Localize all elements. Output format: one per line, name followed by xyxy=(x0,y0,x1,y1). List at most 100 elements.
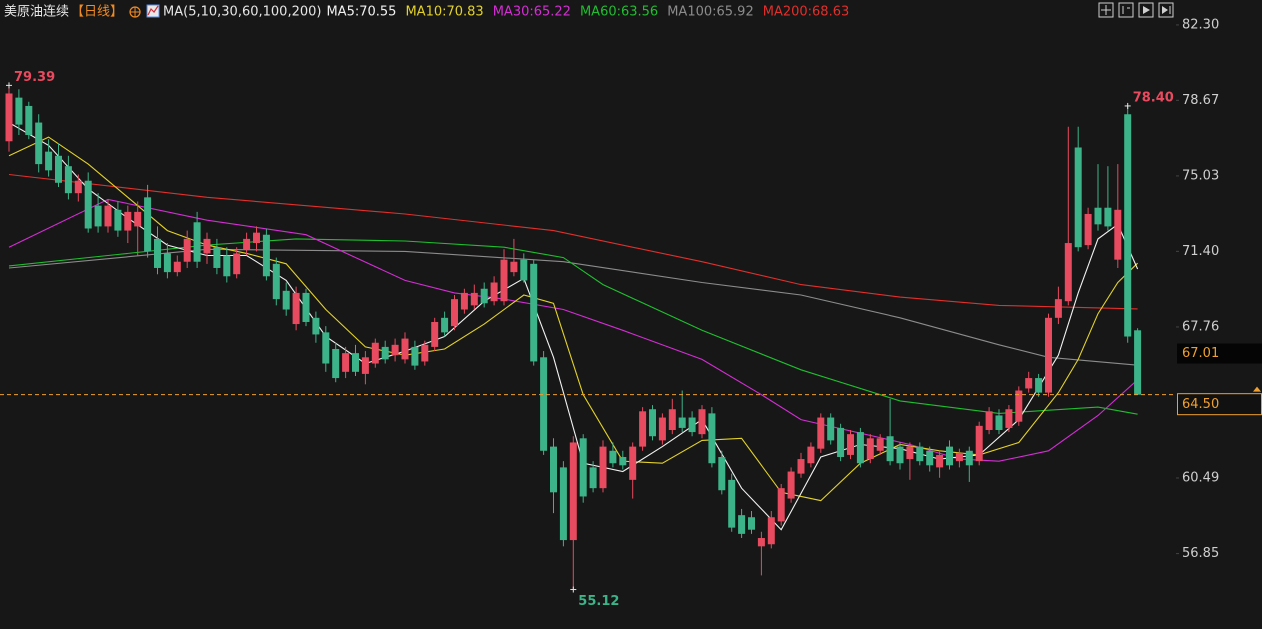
candle-body xyxy=(5,93,13,142)
candle-body xyxy=(134,211,142,227)
candle-body xyxy=(658,417,666,441)
candle-body xyxy=(203,238,211,254)
candle-body xyxy=(431,321,439,347)
tool-next[interactable] xyxy=(1158,2,1174,18)
candle-body xyxy=(441,317,449,333)
candle-body xyxy=(94,205,102,227)
candle-body xyxy=(817,417,825,449)
candle-body xyxy=(213,247,221,268)
ma-line xyxy=(8,136,1138,502)
candle-body xyxy=(183,238,191,262)
extreme-label: 78.40 xyxy=(1133,90,1174,105)
tool-play[interactable] xyxy=(1138,2,1154,18)
candle-body xyxy=(35,122,43,165)
last-price-arrow xyxy=(1253,386,1261,392)
candle-body xyxy=(946,446,953,466)
candle-body xyxy=(1054,299,1062,318)
period-label: 【日线】 xyxy=(71,5,123,20)
candle-body xyxy=(173,261,181,273)
candle-body xyxy=(490,282,498,302)
candle-body xyxy=(649,409,656,437)
candle-body xyxy=(124,211,132,231)
candle-body xyxy=(520,259,528,281)
candle-body xyxy=(312,317,320,335)
candle-body xyxy=(64,166,72,194)
candle-body xyxy=(609,450,617,464)
price-tag-label: 67.01 xyxy=(1182,346,1219,361)
candle-body xyxy=(559,467,567,541)
candle-body xyxy=(1005,409,1013,428)
tool-play-glyph xyxy=(1143,6,1150,14)
y-tick-label: 56.85 xyxy=(1182,546,1219,561)
candle-body xyxy=(916,446,924,462)
candle-body xyxy=(995,415,1003,430)
candle-body xyxy=(639,411,647,447)
candle-body xyxy=(1025,378,1033,389)
candle-body xyxy=(847,434,854,455)
candle-body xyxy=(1134,330,1142,395)
candle-body xyxy=(15,97,23,125)
candle-body xyxy=(401,338,409,360)
candle-body xyxy=(856,432,864,464)
candle-body xyxy=(748,517,755,530)
candle-body xyxy=(975,425,983,462)
candle-body xyxy=(332,348,340,379)
candle-body xyxy=(282,290,290,310)
candle-body xyxy=(1104,207,1112,227)
candle-body xyxy=(411,346,419,366)
candle-body xyxy=(361,357,369,374)
candle-body xyxy=(451,299,458,327)
candle-body xyxy=(163,253,171,273)
last-price-label: 64.50 xyxy=(1182,397,1219,412)
candle-body xyxy=(688,417,696,433)
candle-body xyxy=(530,263,538,362)
candle-body xyxy=(589,467,597,489)
candle-body xyxy=(728,479,736,528)
candle-body xyxy=(540,357,548,451)
candle-body xyxy=(777,488,785,522)
candle-body xyxy=(25,105,33,136)
candle-body xyxy=(371,342,379,364)
legend-entry: MA10:70.83 xyxy=(405,5,483,20)
candle-body xyxy=(807,446,815,464)
candle-body xyxy=(302,292,310,322)
candle-body xyxy=(1045,317,1052,393)
legend-entry: MA60:63.56 xyxy=(580,5,658,20)
candle-body xyxy=(985,411,993,430)
tool-draw[interactable] xyxy=(1118,2,1134,18)
candle-body xyxy=(738,515,746,534)
candle-body xyxy=(45,151,53,171)
candle-body xyxy=(599,446,607,489)
candle-body xyxy=(154,238,161,268)
indicator-icon-line xyxy=(147,5,159,16)
candle-body xyxy=(352,353,359,372)
symbol-title: 美原油连续 xyxy=(4,4,69,20)
candle-body xyxy=(193,222,201,262)
candle-body xyxy=(579,438,587,497)
candle-body xyxy=(965,450,973,466)
candle-body xyxy=(866,438,874,460)
extreme-label: 79.39 xyxy=(14,70,55,85)
candle-body xyxy=(253,232,260,244)
candle-body xyxy=(619,457,627,466)
y-tick-label: 60.49 xyxy=(1182,470,1219,485)
candle-body xyxy=(926,450,934,466)
candle-body xyxy=(391,344,399,356)
candle-body xyxy=(767,517,775,545)
candle-body xyxy=(718,457,726,491)
legend-entry: MA200:68.63 xyxy=(763,5,850,20)
candle-body xyxy=(906,446,914,460)
candle-body xyxy=(1064,243,1072,302)
indicator-label: MA(5,10,30,60,100,200) xyxy=(163,5,321,20)
y-tick-label: 67.76 xyxy=(1182,319,1219,334)
candle-body xyxy=(55,155,62,183)
tool-crosshair[interactable] xyxy=(1098,2,1114,18)
candle-body xyxy=(1114,209,1122,260)
candle-body xyxy=(1074,147,1082,248)
ma-line xyxy=(8,198,1138,462)
candle-body xyxy=(629,446,637,480)
tool-next-glyph xyxy=(1162,6,1168,14)
legend: 美原油连续 【日线】 MA(5,10,30,60,100,200) MA5:70… xyxy=(4,4,849,20)
